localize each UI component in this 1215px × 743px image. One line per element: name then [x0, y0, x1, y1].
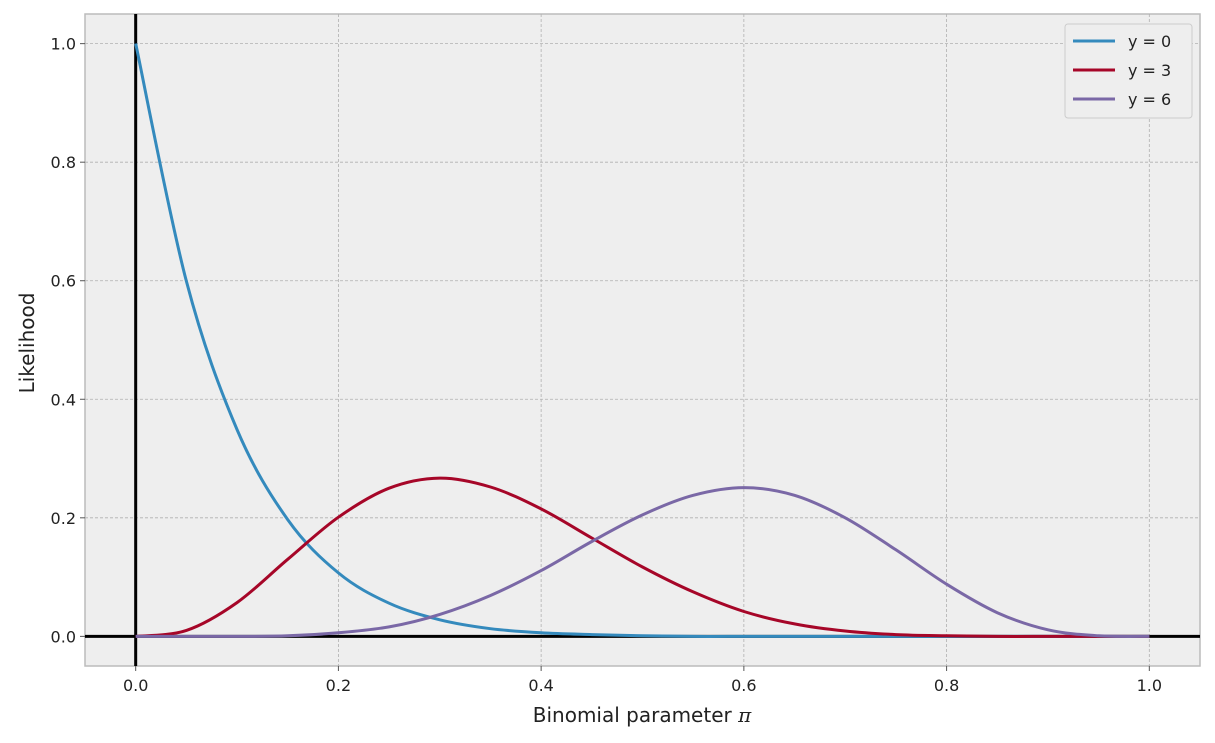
series-lines [134, 43, 1150, 638]
x-tick-label: 0.4 [528, 676, 553, 695]
x-tick-labels: 0.0 0.2 0.4 0.6 0.8 1.0 [123, 666, 1162, 695]
legend-label-1: y = 3 [1128, 61, 1171, 80]
series-line-2 [135, 486, 1150, 638]
y-tick-label: 1.0 [51, 35, 76, 54]
x-tick-label: 1.0 [1137, 676, 1162, 695]
y-tick-labels: 0.0 0.2 0.4 0.6 0.8 1.0 [51, 35, 85, 646]
legend-label-2: y = 6 [1128, 90, 1171, 109]
x-tick-label: 0.8 [934, 676, 959, 695]
y-tick-label: 0.8 [51, 153, 76, 172]
x-axis-label-symbol: π [737, 703, 752, 727]
legend-box [1064, 23, 1193, 119]
y-axis-label: Likelihood [15, 293, 39, 394]
y-tick-label: 0.6 [51, 272, 76, 291]
y-tick-label: 0.0 [51, 627, 76, 646]
x-axis-label-text: Binomial parameter [533, 703, 733, 727]
y-tick-label: 0.2 [51, 509, 76, 528]
x-tick-label: 0.2 [326, 676, 351, 695]
legend: y = 0 y = 3 y = 6 [1064, 23, 1193, 119]
legend-label-0: y = 0 [1128, 32, 1171, 51]
y-tick-label: 0.4 [51, 390, 76, 409]
x-axis-label: Binomial parameter π [533, 703, 752, 727]
x-tick-label: 0.0 [123, 676, 148, 695]
plot-background [84, 13, 1201, 667]
x-tick-label: 0.6 [731, 676, 756, 695]
series-line-1 [135, 476, 1150, 638]
